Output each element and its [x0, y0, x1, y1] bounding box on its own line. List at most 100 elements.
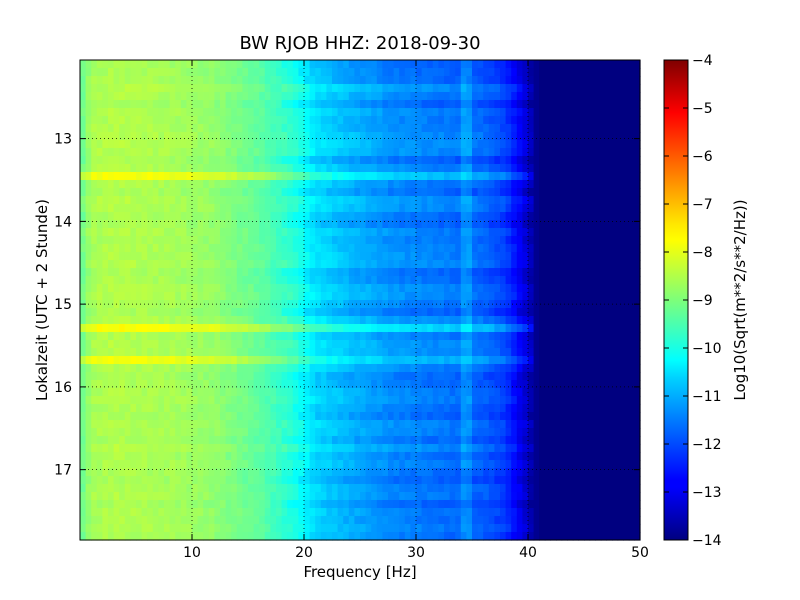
heatmap-cell [634, 372, 641, 381]
heatmap-cell [455, 172, 462, 181]
heatmap-cell [348, 188, 355, 197]
heatmap-cell [578, 188, 585, 197]
heatmap-cell [130, 68, 137, 77]
heatmap-cell [449, 364, 456, 373]
heatmap-cell [203, 100, 210, 109]
heatmap-cell [158, 116, 165, 125]
heatmap-cell [578, 196, 585, 205]
heatmap-cell [528, 68, 535, 77]
heatmap-cell [292, 220, 299, 229]
heatmap-cell [214, 164, 221, 173]
heatmap-cell [354, 364, 361, 373]
heatmap-cell [102, 436, 109, 445]
heatmap-cell [337, 108, 344, 117]
heatmap-cell [354, 372, 361, 381]
heatmap-cell [522, 420, 529, 429]
heatmap-cell [337, 380, 344, 389]
heatmap-cell [304, 444, 311, 453]
heatmap-cell [399, 228, 406, 237]
heatmap-cell [388, 324, 395, 333]
heatmap-cell [225, 292, 232, 301]
heatmap-cell [449, 284, 456, 293]
heatmap-cell [253, 444, 260, 453]
heatmap-cell [544, 132, 551, 141]
heatmap-cell [169, 92, 176, 101]
heatmap-cell [500, 108, 507, 117]
heatmap-cell [158, 260, 165, 269]
heatmap-cell [292, 380, 299, 389]
heatmap-cell [584, 236, 591, 245]
heatmap-cell [225, 404, 232, 413]
heatmap-cell [108, 292, 115, 301]
heatmap-cell [169, 84, 176, 93]
heatmap-cell [253, 308, 260, 317]
heatmap-cell [533, 372, 540, 381]
heatmap-cell [449, 68, 456, 77]
heatmap-cell [516, 300, 523, 309]
heatmap-cell [192, 260, 199, 269]
heatmap-cell [315, 164, 322, 173]
heatmap-cell [561, 116, 568, 125]
heatmap-cell [617, 156, 624, 165]
heatmap-cell [320, 284, 327, 293]
heatmap-cell [516, 228, 523, 237]
heatmap-cell [617, 388, 624, 397]
heatmap-cell [612, 180, 619, 189]
heatmap-cell [500, 356, 507, 365]
heatmap-cell [164, 84, 171, 93]
heatmap-cell [382, 260, 389, 269]
heatmap-cell [242, 172, 249, 181]
heatmap-cell [141, 212, 148, 221]
heatmap-cell [438, 108, 445, 117]
heatmap-cell [432, 332, 439, 341]
heatmap-cell [337, 260, 344, 269]
heatmap-cell [208, 196, 215, 205]
heatmap-cell [348, 348, 355, 357]
heatmap-cell [85, 260, 92, 269]
heatmap-cell [612, 132, 619, 141]
heatmap-cell [337, 420, 344, 429]
heatmap-cell [80, 108, 87, 117]
heatmap-cell [180, 404, 187, 413]
heatmap-cell [337, 228, 344, 237]
heatmap-cell [96, 388, 103, 397]
heatmap-cell [304, 348, 311, 357]
heatmap-cell [589, 116, 596, 125]
heatmap-cell [595, 348, 602, 357]
heatmap-cell [404, 436, 411, 445]
heatmap-cell [320, 236, 327, 245]
heatmap-cell [169, 268, 176, 277]
heatmap-cell [410, 132, 417, 141]
heatmap-cell [180, 252, 187, 261]
heatmap-cell [147, 252, 154, 261]
heatmap-cell [270, 428, 277, 437]
heatmap-cell [427, 60, 434, 69]
heatmap-cell [488, 180, 495, 189]
heatmap-cell [477, 332, 484, 341]
heatmap-cell [264, 276, 271, 285]
heatmap-cell [326, 436, 333, 445]
heatmap-cell [220, 148, 227, 157]
heatmap-cell [214, 140, 221, 149]
heatmap-cell [264, 332, 271, 341]
heatmap-cell [528, 140, 535, 149]
heatmap-cell [561, 92, 568, 101]
heatmap-cell [180, 436, 187, 445]
heatmap-cell [348, 148, 355, 157]
heatmap-cell [152, 164, 159, 173]
heatmap-cell [298, 252, 305, 261]
heatmap-cell [572, 220, 579, 229]
heatmap-cell [404, 244, 411, 253]
heatmap-cell [119, 92, 126, 101]
heatmap-cell [164, 276, 171, 285]
heatmap-cell [102, 196, 109, 205]
heatmap-cell [393, 436, 400, 445]
heatmap-cell [572, 196, 579, 205]
heatmap-cell [444, 348, 451, 357]
heatmap-cell [231, 444, 238, 453]
heatmap-cell [360, 100, 367, 109]
heatmap-cell [432, 356, 439, 365]
heatmap-cell [309, 380, 316, 389]
heatmap-cell [522, 356, 529, 365]
heatmap-cell [96, 124, 103, 133]
